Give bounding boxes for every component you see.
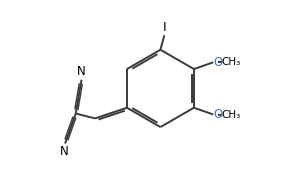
Text: O: O [214,56,223,69]
Text: I: I [162,21,166,34]
Text: N: N [60,146,69,159]
Text: CH₃: CH₃ [222,109,241,120]
Text: O: O [214,108,223,121]
Text: CH₃: CH₃ [222,57,241,67]
Text: N: N [77,65,86,78]
